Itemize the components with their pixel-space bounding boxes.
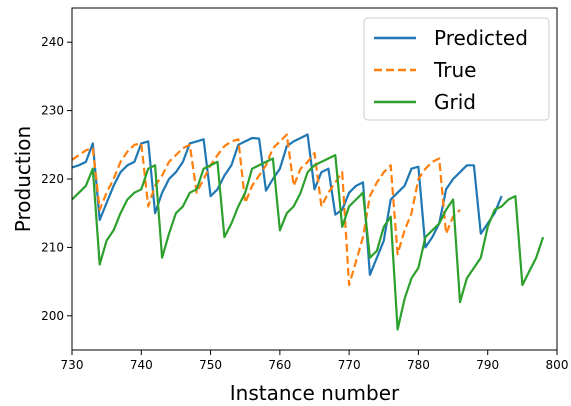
x-tick-label: 800 [546,358,569,372]
y-tick-label: 200 [41,309,64,323]
y-axis-title: Production [11,126,35,232]
series-line-true [71,133,461,287]
series-layer [71,133,545,331]
y-axis-ticks: 200 210 220 230 240 [41,35,72,323]
y-tick-label: 220 [41,172,64,186]
x-axis-ticks: 730 740 750 760 770 780 790 800 [61,350,569,372]
x-axis-title: Instance number [230,381,400,405]
x-tick-label: 770 [338,358,361,372]
x-tick-label: 730 [61,358,84,372]
x-tick-label: 780 [407,358,430,372]
y-tick-label: 210 [41,240,64,254]
x-tick-label: 790 [476,358,499,372]
legend-label-predicted: Predicted [434,26,528,50]
x-tick-label: 750 [199,358,222,372]
series-line-predicted [71,133,503,276]
x-tick-label: 760 [268,358,291,372]
y-tick-label: 240 [41,35,64,49]
legend-box [363,17,550,121]
legend: Predicted True Grid [363,17,550,121]
legend-label-true: True [433,58,476,82]
y-tick-label: 230 [41,104,64,118]
series-line-grid [71,154,545,331]
x-tick-label: 740 [130,358,153,372]
legend-label-grid: Grid [434,90,476,114]
